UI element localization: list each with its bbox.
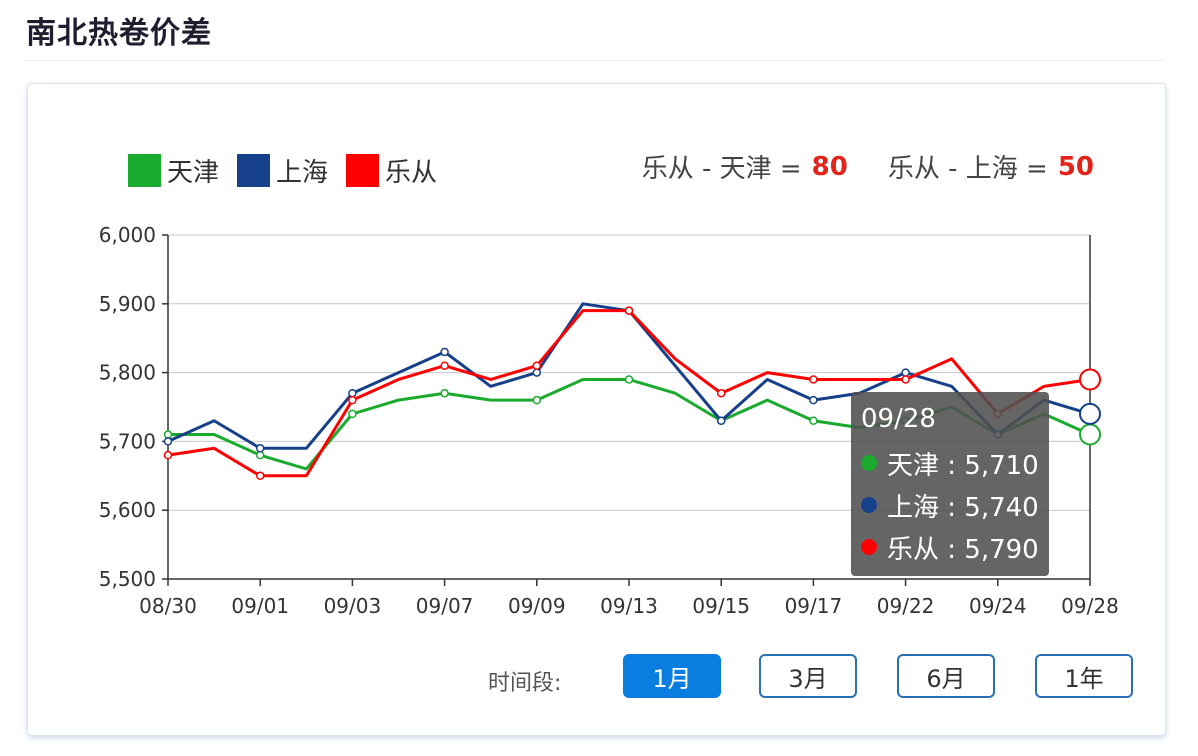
range-button-1y[interactable]: 1年 (1035, 654, 1133, 698)
x-tick-label: 09/17 (785, 594, 843, 618)
y-tick-label: 5,500 (99, 567, 156, 591)
data-point (1079, 368, 1101, 391)
y-tick-label: 6,000 (99, 223, 156, 247)
price-spreads: 乐从 - 天津 = 80 乐从 - 上海 = 50 (602, 148, 1094, 185)
tooltip-dot-icon (861, 497, 877, 513)
data-point (532, 361, 542, 370)
tooltip-row-lecong: 乐从 : 5,790 (861, 526, 1039, 568)
tooltip-title: 09/28 (861, 404, 936, 434)
data-point (440, 361, 449, 370)
data-point (163, 450, 173, 460)
tooltip-row-shanghai: 上海 : 5,740 (861, 484, 1039, 526)
data-point (163, 430, 173, 439)
data-point (532, 395, 542, 405)
tooltip-text: 乐从 : 5,790 (887, 534, 1039, 565)
y-tick-label: 5,800 (99, 361, 156, 385)
x-tick-label: 09/01 (231, 594, 289, 618)
data-point (716, 416, 726, 426)
legend-item-lecong[interactable]: 乐从 (346, 152, 437, 189)
chart-legend: 天津 上海 乐从 (128, 152, 455, 189)
data-point (255, 471, 265, 481)
legend-item-shanghai[interactable]: 上海 (237, 152, 328, 189)
data-point (716, 388, 726, 398)
chart-tooltip: 09/28 天津 : 5,710 上海 : 5,740 乐从 : 5,790 (851, 392, 1049, 576)
legend-label: 天津 (167, 158, 220, 188)
data-point (440, 388, 449, 398)
spread-value: 80 (811, 151, 848, 182)
x-tick-label: 09/24 (969, 594, 1027, 618)
data-point (348, 409, 357, 419)
data-point (624, 375, 634, 384)
data-point (624, 306, 634, 315)
data-point (348, 395, 357, 405)
x-tick-label: 09/07 (416, 594, 474, 618)
data-point (255, 444, 265, 453)
range-label: 时间段: (488, 671, 562, 696)
data-point (809, 416, 818, 426)
tooltip-dot-icon (861, 455, 877, 471)
tooltip-text: 上海 : 5,740 (887, 492, 1039, 523)
tooltip-row-tianjin: 天津 : 5,710 (861, 442, 1039, 484)
legend-swatch-tianjin (128, 154, 161, 187)
data-point (440, 347, 449, 357)
x-tick-label: 09/13 (600, 594, 658, 618)
range-button-6m[interactable]: 6月 (897, 654, 995, 698)
legend-swatch-shanghai (237, 154, 271, 187)
data-point (255, 450, 265, 460)
data-point (901, 368, 910, 377)
title-divider (26, 60, 1164, 61)
x-tick-label: 09/15 (692, 594, 750, 618)
page-title: 南北热卷价差 (26, 16, 212, 51)
data-point (532, 368, 542, 377)
spread-lecong-tianjin: 乐从 - 天津 = 80 (642, 148, 848, 185)
legend-label: 乐从 (385, 158, 438, 188)
data-point (809, 375, 818, 384)
data-point (163, 437, 173, 446)
data-point (901, 375, 910, 384)
tooltip-text: 天津 : 5,710 (887, 450, 1039, 481)
spread-value: 50 (1057, 151, 1094, 182)
legend-label: 上海 (276, 158, 329, 188)
x-tick-label: 09/22 (877, 594, 935, 618)
data-point (1079, 402, 1101, 425)
data-point (809, 395, 818, 405)
y-tick-label: 5,700 (99, 429, 156, 453)
range-button-3m[interactable]: 3月 (759, 654, 857, 698)
x-tick-label: 08/30 (139, 594, 197, 618)
tooltip-dot-icon (861, 539, 877, 555)
y-tick-label: 5,900 (99, 292, 156, 316)
spread-label: 乐从 - 上海 = (887, 154, 1048, 184)
legend-swatch-lecong (346, 154, 380, 187)
x-tick-label: 09/28 (1061, 594, 1119, 618)
data-point (348, 388, 357, 398)
data-point (1079, 423, 1101, 446)
x-tick-label: 09/09 (508, 594, 566, 618)
y-tick-label: 5,600 (99, 498, 156, 522)
x-tick-label: 09/03 (324, 594, 382, 618)
spread-lecong-shanghai: 乐从 - 上海 = 50 (888, 148, 1094, 185)
spread-label: 乐从 - 天津 = (641, 154, 802, 184)
legend-item-tianjin[interactable]: 天津 (128, 152, 219, 189)
range-button-1m[interactable]: 1月 (623, 654, 721, 698)
